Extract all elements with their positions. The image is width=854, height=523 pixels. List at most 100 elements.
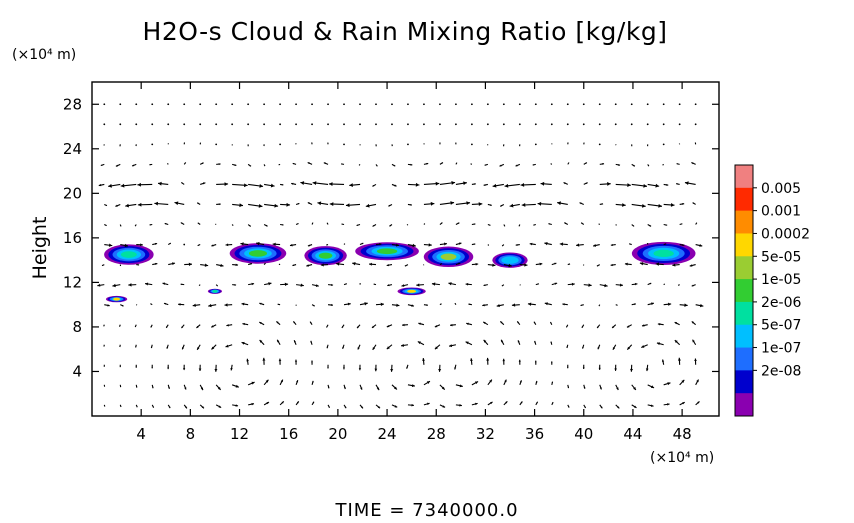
cloud-region [249, 250, 267, 257]
colorbar-label: 1e-05 [761, 272, 801, 288]
y-tick-label: 28 [63, 95, 82, 113]
wind-dot [375, 103, 377, 105]
wind-dot [663, 123, 665, 125]
wind-dot [391, 123, 393, 125]
x-tick-label: 16 [279, 425, 298, 443]
colorbar-swatch [735, 348, 753, 371]
colorbar: 0.0050.0010.00025e-051e-052e-065e-071e-0… [735, 165, 810, 417]
wind-dot [519, 123, 521, 125]
cloud-region [213, 290, 218, 293]
colorbar-swatch [735, 279, 753, 302]
cloud-region [113, 298, 120, 301]
x-tick-label: 44 [623, 425, 642, 443]
wind-dot [231, 103, 233, 105]
wind-dot [167, 103, 169, 105]
colorbar-label: 2e-08 [761, 363, 801, 379]
wind-dot [487, 103, 489, 105]
wind-dot [263, 123, 265, 125]
wind-dot [423, 103, 425, 105]
wind-dot [615, 123, 617, 125]
wind-dot [263, 103, 265, 105]
cloud-region [121, 251, 137, 258]
wind-dot [599, 103, 601, 105]
wind-dot [407, 103, 409, 105]
wind-dot [215, 143, 217, 145]
wind-dot [295, 123, 297, 125]
wind-dot [679, 123, 681, 125]
colorbar-label: 5e-05 [761, 249, 801, 265]
wind-dot [487, 123, 489, 125]
wind-dot [567, 103, 569, 105]
wind-dot [375, 123, 377, 125]
wind-dot [103, 123, 105, 125]
colorbar-swatch [735, 325, 753, 348]
wind-dot [567, 123, 569, 125]
x-tick-label: 48 [673, 425, 692, 443]
wind-dot [199, 123, 201, 125]
wind-dot [343, 123, 345, 125]
wind-dot [327, 103, 329, 105]
wind-dot [535, 103, 537, 105]
x-tick-label: 12 [230, 425, 249, 443]
wind-dot [551, 103, 553, 105]
x-tick-label: 4 [136, 425, 146, 443]
wind-dot [599, 143, 601, 145]
wind-dot [471, 103, 473, 105]
wind-dot [295, 103, 297, 105]
wind-dot [151, 143, 153, 145]
colorbar-label: 0.0002 [761, 226, 810, 242]
y-tick-label: 16 [63, 229, 82, 247]
wind-dot [583, 103, 585, 105]
cloud-region [653, 250, 673, 257]
wind-dot [183, 123, 185, 125]
wind-dot [647, 123, 649, 125]
colorbar-label: 0.005 [761, 181, 801, 197]
wind-dot [423, 123, 425, 125]
cloud-region [319, 253, 333, 259]
cloud-region [504, 258, 515, 263]
wind-dot [311, 123, 313, 125]
x-tick-label: 28 [427, 425, 446, 443]
wind-dot [535, 123, 537, 125]
wind-dot [135, 123, 137, 125]
wind-dot [519, 103, 521, 105]
wind-dot [151, 123, 153, 125]
wind-dot [247, 103, 249, 105]
wind-dot [663, 143, 665, 145]
x-tick-label: 40 [574, 425, 593, 443]
y-tick-label: 20 [63, 184, 82, 202]
wind-dot [199, 103, 201, 105]
wind-dot [119, 123, 121, 125]
colorbar-label: 5e-07 [761, 318, 801, 334]
wind-dot [183, 103, 185, 105]
wind-dot [695, 123, 697, 125]
x-tick-label: 24 [378, 425, 397, 443]
colorbar-swatch [735, 165, 753, 188]
colorbar-swatch [735, 393, 753, 416]
wind-dot [679, 103, 681, 105]
colorbar-label: 2e-06 [761, 295, 801, 311]
wind-dot [167, 123, 169, 125]
x-tick-label: 8 [186, 425, 196, 443]
wind-dot [311, 103, 313, 105]
time-label: TIME = 7340000.0 [334, 500, 518, 519]
wind-dot [647, 103, 649, 105]
wind-dot [407, 123, 409, 125]
wind-dot [279, 143, 281, 145]
x-tick-label: 32 [476, 425, 495, 443]
cloud-region [441, 254, 457, 261]
chart-title: H2O-s Cloud & Rain Mixing Ratio [kg/kg] [143, 17, 668, 46]
wind-dot [407, 143, 409, 145]
wind-dot [343, 103, 345, 105]
wind-dot [279, 103, 281, 105]
x-tick-label: 20 [328, 425, 347, 443]
y-tick-label: 8 [72, 318, 82, 336]
wind-dot [359, 103, 361, 105]
wind-dot [455, 103, 457, 105]
wind-dot [279, 123, 281, 125]
x-tick-label: 36 [525, 425, 544, 443]
wind-dot [327, 123, 329, 125]
wind-dot [471, 143, 473, 145]
colorbar-swatch [735, 211, 753, 234]
wind-dot [231, 123, 233, 125]
